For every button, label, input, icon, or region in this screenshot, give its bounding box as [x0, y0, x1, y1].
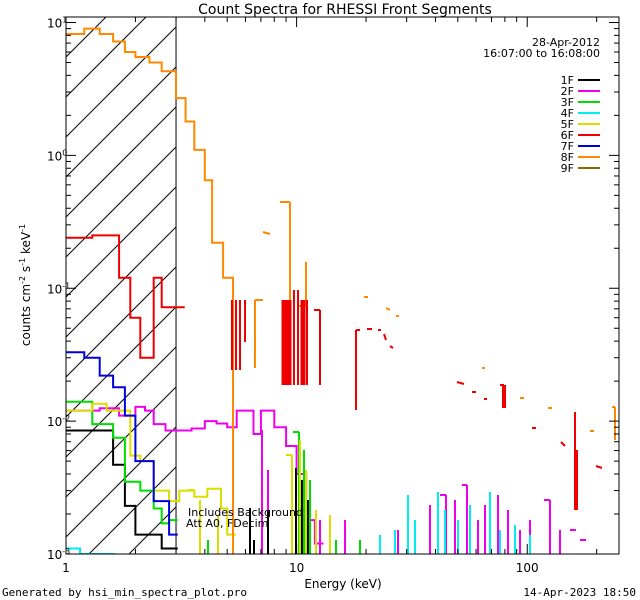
footer-timestamp: 14-Apr-2023 18:50 [523, 586, 636, 599]
note-background: Includes Background [188, 506, 303, 519]
axis-ticks [65, 17, 619, 555]
spectrum-fragment [595, 465, 603, 469]
y-axis-label: counts cm-2 s-1 keV-1 [18, 224, 33, 346]
spectrum-fragment [262, 231, 271, 235]
series-line-4F [66, 547, 116, 554]
series-group [66, 27, 324, 554]
series-line-3F [66, 400, 178, 525]
x-tick-label: 1 [62, 561, 70, 575]
legend-label-3F: 3F [561, 96, 574, 109]
legend-label-9F: 9F [561, 162, 574, 175]
plot-frame [65, 16, 620, 555]
scatter-fragments [188, 201, 616, 554]
legend-label-7F: 7F [561, 140, 574, 153]
x-tick-labels: 1 10 100 [62, 561, 539, 575]
y-tick-labels: 10-3 10-2 10-1 100 101 [47, 16, 70, 562]
series-line-2F [66, 405, 324, 545]
legend-label-6F: 6F [561, 129, 574, 142]
spectrum-fragment [389, 345, 394, 349]
spectrum-fragment [456, 381, 465, 385]
spectrum-fragment [385, 307, 391, 311]
legend-label-5F: 5F [561, 118, 574, 131]
series-line-8F [66, 27, 234, 554]
series-line-5F [66, 402, 236, 536]
legend-label-8F: 8F [561, 151, 574, 164]
footer-generated-by: Generated by hsi_min_spectra_plot.pro [2, 586, 247, 599]
hatched-excluded-region [66, 17, 177, 554]
y-tick-label: 10-3 [47, 547, 70, 562]
series-line-1F [66, 429, 178, 550]
y-tick-label: 100 [47, 148, 67, 163]
y-tick-label: 10-2 [47, 414, 70, 429]
date-label: 28-Apr-2012 [532, 36, 600, 49]
spectrum-fragment [383, 333, 387, 341]
series-line-6F [66, 234, 185, 359]
y-tick-label: 10-1 [47, 281, 70, 296]
chart-title: Count Spectra for RHESSI Front Segments [198, 2, 492, 18]
x-tick-label: 100 [516, 561, 539, 575]
legend-label-1F: 1F [561, 74, 574, 87]
legend-label-4F: 4F [561, 107, 574, 120]
note-attenuator: Att A0, FDecim [186, 517, 268, 530]
y-tick-label: 101 [47, 16, 67, 31]
time-range-label: 16:07:00 to 16:08:00 [483, 47, 600, 60]
x-axis-label: Energy (keV) [304, 577, 381, 591]
legend-label-2F: 2F [561, 85, 574, 98]
series-line-7F [66, 351, 178, 536]
spectrum-fragment [560, 441, 566, 447]
x-tick-label: 10 [289, 561, 304, 575]
